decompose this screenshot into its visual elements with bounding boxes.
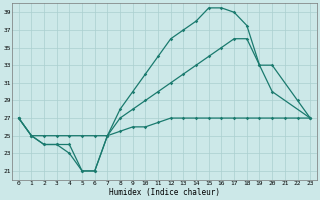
X-axis label: Humidex (Indice chaleur): Humidex (Indice chaleur) [109, 188, 220, 197]
